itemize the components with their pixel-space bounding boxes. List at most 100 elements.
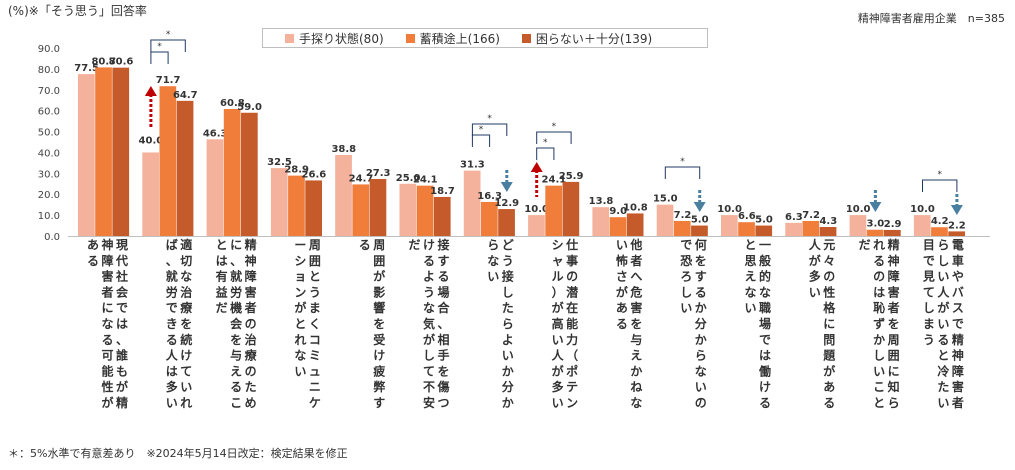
data-label: 27.3 bbox=[366, 168, 391, 179]
category-label-char: し bbox=[937, 254, 949, 268]
category-label-char: 接 bbox=[502, 269, 514, 284]
category-label-char: 切 bbox=[180, 254, 192, 268]
category-label-char: 受 bbox=[373, 332, 385, 347]
category-label-char: と bbox=[744, 238, 756, 252]
category-label-char: る bbox=[423, 254, 435, 268]
category-label-char: 囲 bbox=[888, 349, 900, 363]
category-label-char: を bbox=[437, 364, 449, 378]
category-label-char: ニ bbox=[309, 380, 321, 394]
category-label-char: し bbox=[502, 285, 514, 299]
data-label: 31.3 bbox=[460, 160, 485, 171]
category-label-char: へ bbox=[630, 270, 642, 284]
category-label-char: 代 bbox=[115, 253, 128, 268]
data-label: 24.1 bbox=[542, 175, 567, 186]
category-label-char: 事 bbox=[566, 253, 578, 268]
category-label-char: 労 bbox=[166, 284, 178, 299]
category-label-char: 障 bbox=[245, 269, 257, 284]
bar-s3-c14 bbox=[948, 231, 965, 236]
up-arrow-icon bbox=[530, 162, 543, 172]
category-label-char: れ bbox=[873, 238, 885, 252]
category-label-char: か bbox=[695, 301, 707, 315]
legend-item-1: 手探り状態(80) bbox=[285, 30, 384, 47]
category-label-char: ャ bbox=[552, 254, 564, 268]
category-label-char: て bbox=[180, 364, 192, 378]
data-label: 18.7 bbox=[430, 186, 455, 197]
category-label-char: と bbox=[873, 396, 885, 410]
y-tick-label: 30.0 bbox=[38, 169, 60, 180]
category-label-char: 響 bbox=[373, 300, 385, 315]
category-label-char: 者 bbox=[951, 395, 964, 410]
legend-item-2: 蓄積途上(166) bbox=[405, 30, 500, 47]
category-label-char: 人 bbox=[166, 348, 179, 363]
bar-s3-c12 bbox=[819, 227, 837, 236]
category-label-char: 車 bbox=[952, 253, 964, 268]
category-label-char: 高 bbox=[552, 316, 564, 331]
data-label: 4.2 bbox=[931, 216, 949, 227]
category-label-char: ー bbox=[294, 238, 306, 252]
category-label-char: 、 bbox=[166, 254, 178, 268]
data-label: 2.9 bbox=[884, 219, 902, 230]
category-label-char: 療 bbox=[245, 348, 257, 363]
bar-s2-c13 bbox=[866, 229, 884, 236]
category-label-char: 多 bbox=[552, 379, 564, 394]
category-label-char: る bbox=[230, 380, 242, 394]
chart-title: (%)※「そう思う」回答率 bbox=[8, 4, 147, 18]
category-label-char: が bbox=[294, 300, 306, 315]
category-label-char: で bbox=[116, 301, 128, 315]
legend-label-1: 手探り状態(80) bbox=[299, 31, 384, 46]
y-tick-label: 50.0 bbox=[38, 128, 60, 139]
category-label-char: の bbox=[245, 364, 257, 378]
significance-bracket bbox=[536, 147, 555, 160]
category-label-char: ュ bbox=[309, 364, 321, 378]
category-label-char: あ bbox=[823, 380, 835, 394]
category-label-char: 性 bbox=[100, 379, 113, 394]
significance-bracket bbox=[150, 51, 169, 64]
category-label-char: て bbox=[423, 364, 435, 378]
category-label-char: 障 bbox=[101, 253, 113, 268]
category-label-char: る bbox=[166, 333, 178, 347]
category-label-char: 囲 bbox=[309, 254, 321, 268]
category-label-char: る bbox=[695, 285, 707, 299]
category-label-char: が bbox=[423, 332, 435, 347]
bar-s1-c7 bbox=[463, 170, 481, 236]
category-label-char: 精 bbox=[952, 332, 964, 347]
category-label-char: ケ bbox=[309, 396, 321, 410]
category-label-char: で bbox=[923, 254, 935, 268]
category-label-char: が bbox=[937, 300, 949, 315]
category-label-char: は bbox=[116, 317, 128, 331]
category-label-char: 危 bbox=[629, 284, 642, 299]
data-label: 24.7 bbox=[349, 173, 374, 184]
category-label-char: う bbox=[502, 254, 514, 268]
category-label-char: 手 bbox=[437, 348, 449, 363]
category-label-char: 弊 bbox=[373, 379, 386, 394]
category-label-char: を bbox=[180, 317, 192, 331]
category-label-char: 潜 bbox=[566, 284, 579, 299]
category-label-char: ら bbox=[888, 396, 900, 410]
category-label-char: 与 bbox=[230, 349, 242, 363]
category-label-char: 害 bbox=[888, 284, 900, 299]
category-label-char: こ bbox=[873, 380, 885, 394]
category-label-char: 相 bbox=[437, 332, 449, 347]
bar-s2-c4 bbox=[288, 175, 305, 236]
data-label: 80.6 bbox=[109, 57, 134, 68]
category-label-char: れ bbox=[180, 396, 192, 410]
significance-bracket bbox=[536, 131, 572, 144]
category-label-char: い bbox=[809, 285, 821, 299]
category-label-char: 機 bbox=[230, 300, 242, 315]
category-label-char: を bbox=[695, 254, 707, 268]
down-arrow-icon bbox=[950, 205, 963, 215]
data-label: 25.9 bbox=[559, 171, 584, 182]
category-label-char: ル bbox=[552, 270, 564, 284]
category-label-char: 労 bbox=[230, 284, 242, 299]
category-label-char: 目 bbox=[923, 238, 935, 252]
data-label: 4.3 bbox=[819, 216, 837, 227]
category-label-char: い bbox=[873, 364, 885, 378]
category-label-char: か bbox=[502, 396, 514, 410]
legend-label-3: 困らない＋十分(139) bbox=[535, 31, 653, 46]
category-label-char: 性 bbox=[822, 284, 835, 299]
category-label-char: 働 bbox=[758, 363, 771, 378]
bar-s1-c3 bbox=[206, 139, 224, 236]
bar-s3-c7 bbox=[498, 209, 515, 236]
category-label-char: 分 bbox=[502, 379, 514, 394]
down-arrow-icon bbox=[500, 182, 513, 192]
